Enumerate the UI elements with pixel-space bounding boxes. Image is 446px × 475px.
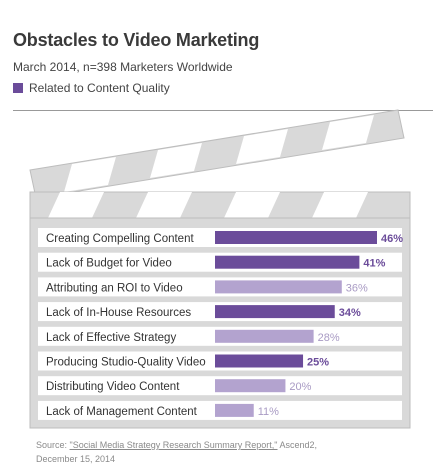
chart-subtitle: March 2014, n=398 Marketers Worldwide [13,60,233,74]
bar [215,379,286,393]
bar-value-label: 11% [258,406,279,418]
bar-category-label: Lack of Budget for Video [46,258,172,270]
source-note: Source: "Social Media Strategy Research … [36,438,416,466]
bar-value-label: 36% [346,282,368,294]
clapper-body [29,217,411,429]
bar-category-label: Attributing an ROI to Video [46,282,183,294]
bar-category-label: Distributing Video Content [46,381,180,393]
bar-category-label: Lack of In-House Resources [46,307,191,319]
source-link[interactable]: "Social Media Strategy Research Summary … [69,440,278,450]
bar [215,231,377,244]
clapper-arm-stripe [64,157,116,192]
legend-label: Related to Content Quality [29,81,170,95]
bar-value-label: 25% [307,357,329,369]
chart-title: Obstacles to Video Marketing [13,30,260,50]
bar [215,280,342,294]
source-date: December 15, 2014 [36,454,116,464]
bar-value-label: 46% [381,233,403,245]
legend: Related to Content Quality [13,81,170,95]
bar-rows: Creating Compelling Content 46% Lack of Bu… [38,228,403,420]
bar-value-label: 34% [339,307,361,319]
bar-value-label: 41% [363,258,385,270]
bar-category-label: Lack of Management Content [46,406,198,418]
bar-value-label: 28% [318,332,340,344]
legend-swatch [13,83,23,93]
bar [215,403,254,417]
clapper-arm [29,109,405,199]
source-prefix: Source: [36,440,70,450]
clapper-bar [29,191,411,219]
bar-category-label: Creating Compelling Content [46,233,194,245]
clapper-bar-stripe [224,192,280,218]
bar-category-label: Lack of Effective Strategy [46,332,176,344]
clapper-bar-stripe [48,192,104,218]
clapper-arm-base [29,109,405,199]
clapper-arm-stripe [322,115,374,150]
header-divider [13,110,433,111]
bar [215,255,360,269]
clapper-arm-stripe [150,143,202,178]
bar [215,354,304,368]
clapper-bar-stripe [136,192,192,218]
bar-value-label: 20% [289,381,311,393]
bar [215,329,314,343]
source-suffix: Ascend2, [277,440,318,450]
bar-category-label: Producing Studio-Quality Video [46,357,206,369]
clapper-bar-stripe [312,192,368,218]
bar [215,305,335,319]
clapper-arm-stripe [236,129,288,164]
